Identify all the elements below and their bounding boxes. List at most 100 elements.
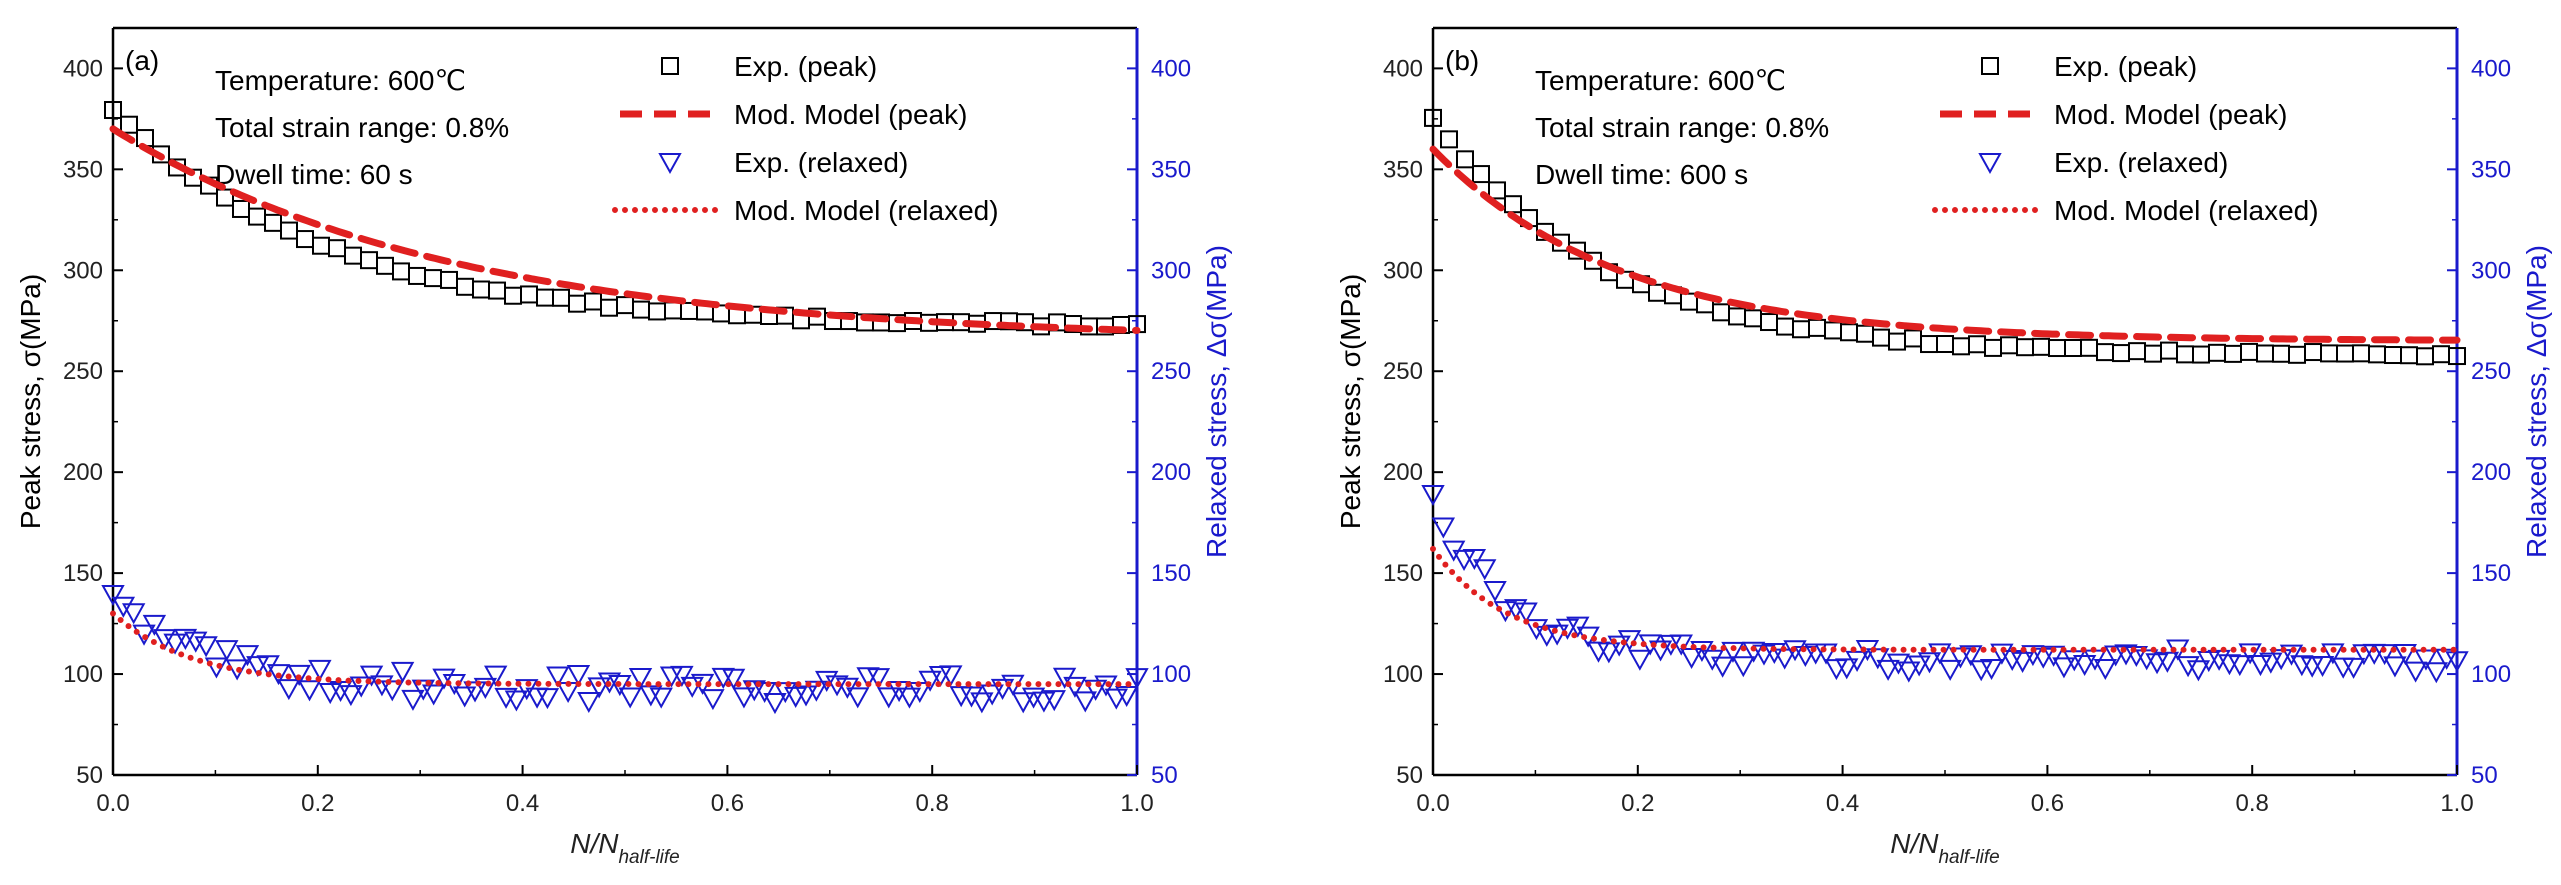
left-y-tick-label: 400 [63,55,103,82]
legend-marker-relaxed [1978,153,2002,175]
peak-data-point [472,280,490,299]
relaxed-data-point [1042,690,1066,712]
peak-data-point [584,292,602,311]
left-y-tick-label: 100 [63,661,103,688]
relaxed-data-point [1063,676,1087,698]
peak-data-point [1904,329,1922,348]
peak-data-point [648,302,666,321]
relaxed-data-point [918,670,942,692]
relaxed-data-point [153,629,177,651]
relaxed-data-point [225,659,249,681]
peak-data-point [1712,303,1730,322]
left-y-axis-title: Peak stress, σ(MPa) [1335,274,1366,529]
peak-data-point [2400,346,2418,365]
x-tick-label: 0.8 [2236,790,2269,817]
peak-data-point [568,294,586,313]
x-tick-label: 0.4 [506,790,539,817]
relaxed-data-point [318,683,342,705]
legend-label: Exp. (relaxed) [734,147,908,178]
relaxed-data-point [732,687,756,709]
relaxed-data-point [287,664,311,686]
right-y-tick-label: 400 [2471,55,2511,82]
x-tick-label: 1.0 [1120,790,1153,817]
relaxed-data-point [1814,643,1838,665]
right-y-tick-label: 350 [2471,156,2511,183]
peak-data-point [1744,309,1762,328]
peak-data-point [296,230,314,249]
left-y-tick-label: 50 [76,762,103,789]
legend-marker-peak [661,57,679,75]
left-y-tick-label: 350 [1383,156,1423,183]
relaxed-data-point [2310,655,2335,678]
peak-data-point [2272,344,2290,363]
peak-data-point [424,269,442,288]
relaxed-data-point [2145,653,2169,675]
relaxed-data-point [473,677,498,699]
relaxed-data-point [628,668,653,690]
relaxed-data-point [618,687,642,709]
relaxed-data-point [1917,652,1942,674]
peak-data-point [312,236,330,255]
relaxed-data-point [1959,645,1983,667]
relaxed-data-point [577,691,601,714]
relaxed-data-point [1648,640,1673,662]
relaxed-data-point [2279,644,2304,666]
relaxed-data-point [1938,659,1962,681]
relaxed-data-point [235,645,260,667]
right-y-tick-label: 150 [1151,560,1191,587]
relaxed-data-point [1431,517,1456,539]
peak-data-point [344,246,362,265]
relaxed-data-point [721,668,746,690]
right-y-tick-label: 400 [1151,55,1191,82]
relaxed-data-point [370,675,394,697]
relaxed-data-point [2445,651,2469,673]
relaxed-data-point [939,665,963,687]
relaxed-data-point [1990,643,2014,665]
relaxed-data-point [2248,655,2273,677]
relaxed-data-point [990,678,1015,700]
relaxed-data-point [401,689,425,711]
relaxed-data-point [2424,662,2449,684]
relaxed-data-point [1866,648,1890,670]
relaxed-data-point [1762,643,1787,665]
relaxed-data-point [1741,641,1766,663]
peak-data-point [232,199,250,218]
x-tick-label: 0.0 [1416,790,1449,817]
left-y-tick-label: 250 [1383,358,1423,385]
right-y-tick-label: 150 [2471,560,2511,587]
peak-data-point [2192,345,2210,364]
annotation-text: Dwell time: 600 s [1535,159,1748,190]
peak-data-point [1968,335,1986,354]
relaxed-data-point [1783,640,1807,662]
peak-data-point [520,285,538,304]
relaxed-data-point [1845,650,1869,672]
relaxed-data-point [1721,641,1745,663]
peak-data-point [2160,341,2178,360]
relaxed-data-point [2393,644,2417,666]
right-y-tick-label: 300 [1151,257,1191,284]
panel-label: (b) [1445,45,1479,76]
relaxed-data-point [1948,647,1973,669]
left-y-tick-label: 200 [63,459,103,486]
peak-data-point [440,270,458,289]
legend-label: Mod. Model (peak) [734,99,967,130]
peak-data-point [632,300,650,319]
legend-label: Exp. (peak) [734,51,877,82]
x-tick-label: 0.4 [1826,790,1859,817]
peak-data-point [2384,346,2402,365]
relaxed-data-point [2155,651,2180,673]
peak-data-point [1728,307,1746,326]
left-y-tick-label: 200 [1383,459,1423,486]
peak-data-point [2224,344,2242,363]
relaxed-data-point [2207,649,2231,671]
peak-data-point [2016,338,2034,357]
peak-data-point [2336,344,2354,363]
relaxed-data-point [2238,643,2262,665]
relaxed-data-point [608,675,632,697]
relaxed-data-point [142,614,167,636]
peak-data-point [1808,318,1826,337]
peak-data-point [104,101,122,120]
relaxed-data-point [566,664,591,687]
relaxed-data-point [2341,657,2366,679]
legend-label: Mod. Model (peak) [2054,99,2287,130]
